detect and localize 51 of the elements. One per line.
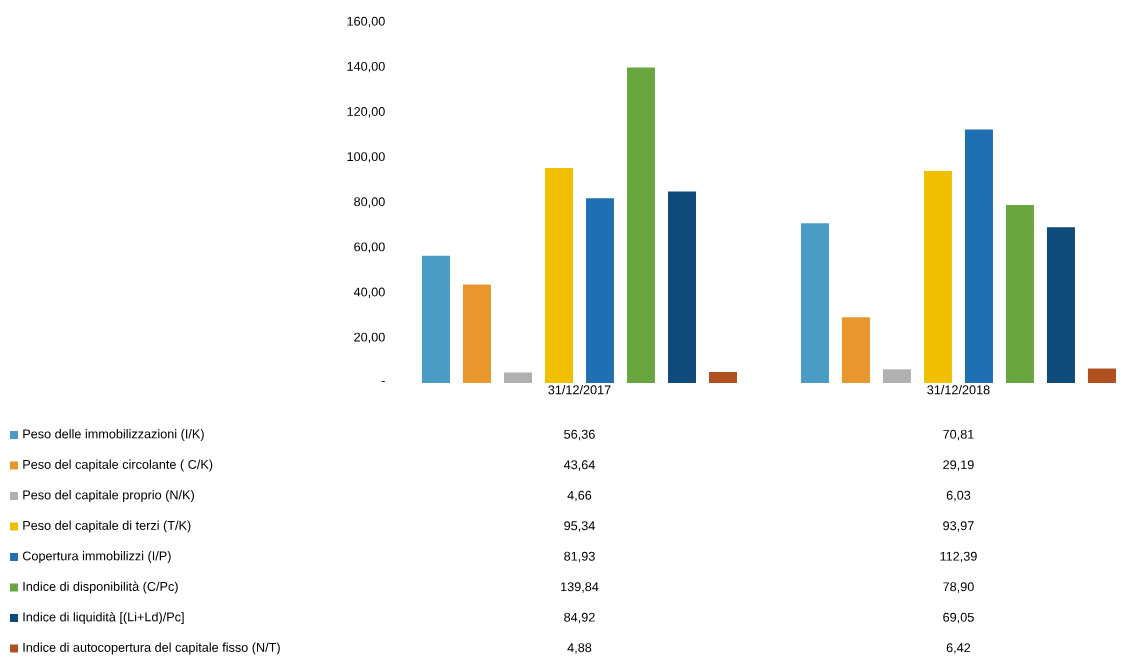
legend-label: Peso delle immobilizzazioni (I/K) bbox=[23, 429, 204, 441]
legend-label: Copertura immobilizzi (I/P) bbox=[22, 551, 171, 563]
bar bbox=[544, 167, 573, 383]
y-tick-label: 120,00 bbox=[347, 107, 385, 118]
data-label: 84,92 bbox=[564, 612, 595, 624]
data-label: 6,42 bbox=[946, 643, 971, 654]
data-label: 70,81 bbox=[943, 429, 974, 441]
y-tick-label: 40,00 bbox=[353, 287, 385, 298]
y-tick-label: - bbox=[381, 381, 385, 383]
legend-label: Indice di liquidità [(Li+Ld)/Pc] bbox=[23, 612, 184, 624]
bar bbox=[923, 170, 952, 383]
legend-label: Peso del capitale proprio (N/K) bbox=[23, 490, 194, 502]
y-tick-label: 100,00 bbox=[347, 152, 385, 163]
bar bbox=[421, 255, 450, 383]
bar bbox=[667, 191, 696, 383]
data-label: 69,05 bbox=[943, 612, 974, 624]
data-label: 56,36 bbox=[564, 429, 595, 441]
bar bbox=[503, 372, 532, 383]
data-label: 78,90 bbox=[943, 582, 974, 593]
bar bbox=[626, 67, 655, 383]
legend-label: Indice di disponibilità (C/Pc) bbox=[23, 581, 178, 594]
data-label: 43,64 bbox=[563, 460, 595, 471]
data-label: 29,19 bbox=[943, 460, 974, 471]
y-tick-label: 20,00 bbox=[354, 332, 385, 344]
data-label: 112,39 bbox=[940, 551, 977, 563]
data-label: 95,34 bbox=[564, 521, 595, 532]
bar bbox=[708, 371, 737, 383]
bar bbox=[1005, 204, 1034, 383]
data-label: 6,03 bbox=[946, 490, 971, 502]
x-tick-label: 31/12/2017 bbox=[548, 385, 611, 395]
bar bbox=[462, 284, 491, 383]
y-tick-label: 140,00 bbox=[347, 61, 385, 73]
data-label: 139,84 bbox=[561, 582, 599, 593]
bar bbox=[882, 369, 911, 383]
bar bbox=[800, 223, 829, 383]
y-tick-label: 80,00 bbox=[354, 197, 385, 208]
legend-label: Peso del capitale circolante ( C/K) bbox=[23, 459, 213, 472]
legend-label: Peso del capitale di terzi (T/K) bbox=[23, 520, 191, 533]
bar bbox=[1046, 227, 1075, 383]
data-label: 93,97 bbox=[943, 521, 974, 532]
legend-label: Indice di autocopertura del capitale fisso (N/T) bbox=[23, 642, 280, 655]
bar bbox=[841, 317, 870, 383]
y-tick-label: 60,00 bbox=[354, 242, 385, 253]
data-label: 81,93 bbox=[564, 551, 595, 563]
bar bbox=[1087, 368, 1116, 383]
data-label: 4,66 bbox=[567, 490, 592, 502]
x-tick-label: 31/12/2018 bbox=[927, 385, 990, 395]
bar bbox=[964, 129, 993, 383]
y-tick-label: 160,00 bbox=[347, 16, 385, 28]
bar bbox=[585, 198, 614, 383]
data-label: 4,88 bbox=[567, 643, 592, 654]
